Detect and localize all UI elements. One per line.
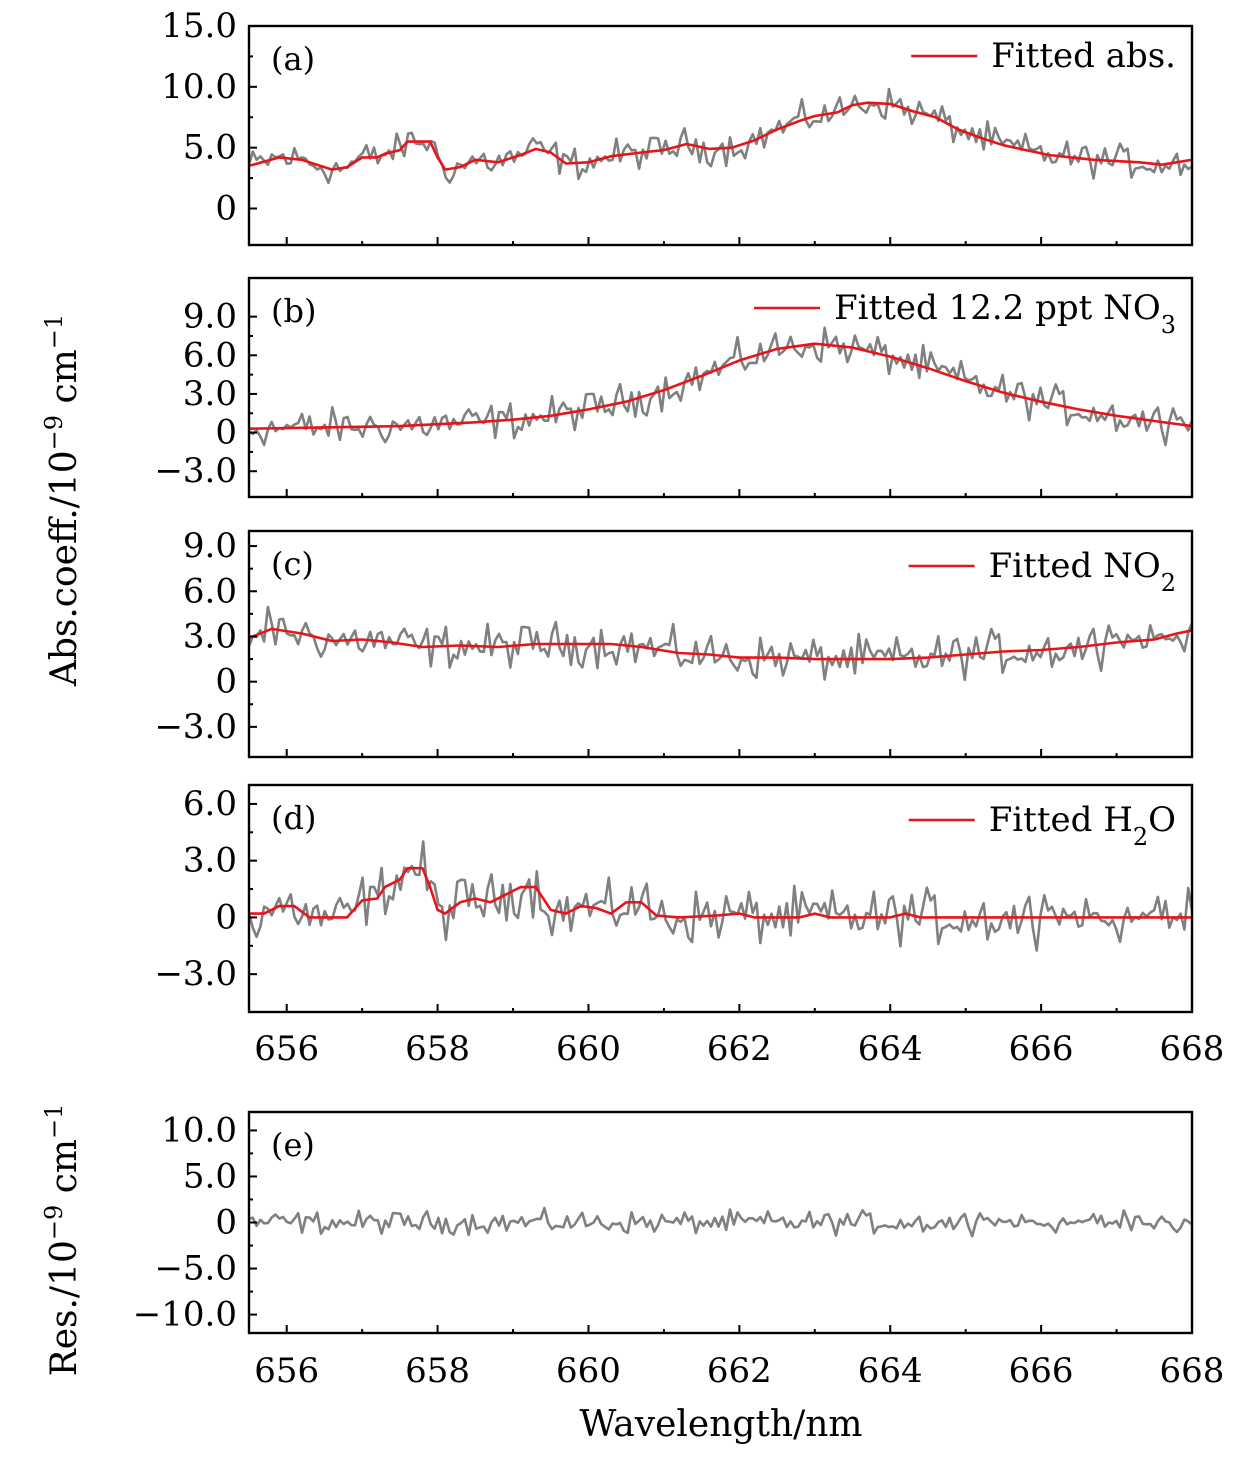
y-tick-label-e-3: 5.0 [183,1156,237,1196]
plot-frame-c [247,529,1194,759]
legend-text-sub-b: 3 [1161,311,1176,339]
svg-text:Res./10−9 cm−1: Res./10−9 cm−1 [40,1104,85,1377]
y-axis-title-residual: Res./10−9 cm−1 [40,1104,85,1377]
y-tick-label-c-2: 3.0 [183,616,237,656]
x-tick-label-d-0: 656 [254,1029,319,1069]
x-tick-label-d-4: 664 [858,1029,923,1069]
legend-text-tail-d: O [1148,800,1176,840]
y-tick-label-c-4: 9.0 [183,526,237,566]
y-axis-title-res-text: Res./10 [44,1240,85,1376]
y-axis-title-main-unit-exp: −1 [40,314,68,349]
y-axis-title-main: Abs.coeff./10−9 cm−1 [40,314,85,687]
legend-a: Fitted abs. [911,36,1176,76]
y-tick-label-b-3: 6.0 [183,335,237,375]
panel-e: 656 658 660 662 664 666 668 −10.0 −5.0 0 5.0 10.0 (e… [133,1110,1225,1391]
y-axis-title-main-text: Abs.coeff./10 [44,450,85,687]
measured-series-c [249,605,1192,682]
measured-series-d [249,840,1192,952]
panel-letter-b: (b) [271,292,316,330]
y-tick-label-b-4: 9.0 [183,297,237,337]
fitted-series-d [249,866,1192,919]
legend-text-sub-c: 2 [1161,569,1176,597]
x-tick-label-e-4: 664 [858,1351,923,1391]
panel-letter-e: (e) [271,1126,315,1164]
legend-c: Fitted NO2 [908,546,1176,597]
panel-b: −3.003.06.09.0 (b) Fitted 12.2 ppt NO3 [154,276,1194,499]
y-tick-label-a-2: 10.0 [161,67,237,107]
y-tick-label-d-3: 6.0 [183,784,237,824]
y-tick-label-d-2: 3.0 [183,841,237,881]
y-tick-label-e-0: −10.0 [133,1295,237,1335]
fitted-series-b [249,342,1192,430]
y-tick-label-a-1: 5.0 [183,128,237,168]
x-tick-label-e-3: 662 [707,1351,772,1391]
x-tick-label-d-5: 666 [1009,1029,1074,1069]
panel-a: 0 5.0 10.0 15.0 (a) Fitted abs. [161,6,1194,247]
legend-text-main-d: Fitted H [989,800,1133,840]
x-tick-label-d-6: 668 [1160,1029,1225,1069]
legend-label-d: Fitted H2O [989,800,1176,851]
legend-b: Fitted 12.2 ppt NO3 [754,288,1176,339]
legend-text-main-b: Fitted 12.2 ppt NO [834,288,1161,328]
fitted-series-c [249,627,1192,661]
y-tick-label-d-0: −3.0 [154,954,237,994]
x-tick-label-e-0: 656 [254,1351,319,1391]
x-tick-label-e-1: 658 [405,1351,470,1391]
legend-label-a: Fitted abs. [991,36,1176,76]
y-tick-label-c-1: 0 [215,662,237,702]
y-tick-label-e-4: 10.0 [161,1110,237,1150]
x-tick-label-e-5: 666 [1009,1351,1074,1391]
y-tick-label-a-3: 15.0 [161,6,237,46]
y-tick-label-e-1: −5.0 [154,1249,237,1289]
x-tick-label-d-3: 662 [707,1029,772,1069]
y-tick-label-c-0: −3.0 [154,707,237,747]
panel-d: 656 658 660 662 664 666 668 −3.0 0 3.0 6.0 (d) Fitte… [154,783,1225,1069]
y-tick-label-c-3: 6.0 [183,571,237,611]
svg-text:Abs.coeff./10−9 cm−1: Abs.coeff./10−9 cm−1 [40,314,85,687]
fitted-series-a [249,101,1192,171]
x-axis-title: Wavelength/nm [579,1404,862,1445]
x-tick-label-d-2: 660 [556,1029,621,1069]
measured-series-e [249,1206,1192,1238]
y-axis-title-res-unit: cm [44,1139,85,1205]
y-tick-label-b-2: 3.0 [183,374,237,414]
y-tick-label-b-0: −3.0 [154,451,237,491]
measured-series-a [249,87,1192,185]
plot-frame-b [247,276,1194,499]
y-tick-label-d-1: 0 [215,897,237,937]
plot-frame-a [247,24,1194,247]
y-tick-label-a-0: 0 [215,189,237,229]
legend-text-sub-d: 2 [1133,823,1148,851]
y-axis-title-main-unit: cm [44,349,85,415]
panel-letter-c: (c) [271,545,314,583]
legend-label-c: Fitted NO2 [989,546,1176,597]
x-tick-label-d-1: 658 [405,1029,470,1069]
legend-text-main-a: Fitted abs. [991,36,1176,76]
legend-d: Fitted H2O [908,800,1176,851]
legend-text-main-c: Fitted NO [989,546,1161,586]
y-axis-title-res-exp: −9 [40,1205,68,1240]
panel-c: −3.0 0 3.0 6.0 9.0 (c) Fitted NO2 [154,526,1194,759]
x-tick-label-e-6: 668 [1160,1351,1225,1391]
y-tick-label-e-2: 0 [215,1203,237,1243]
panel-letter-d: (d) [271,799,316,837]
x-tick-label-e-2: 660 [556,1351,621,1391]
y-axis-title-res-unit-exp: −1 [40,1104,68,1139]
panel-letter-a: (a) [271,40,315,78]
y-axis-title-main-exp: −9 [40,415,68,450]
y-tick-label-b-1: 0 [215,413,237,453]
legend-label-b: Fitted 12.2 ppt NO3 [834,288,1176,339]
plot-frame-d [247,783,1194,1014]
